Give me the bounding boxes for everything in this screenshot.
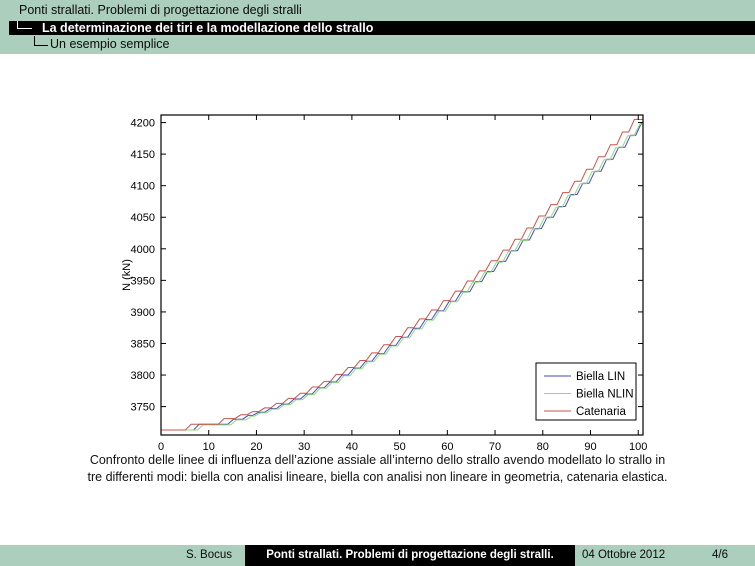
footer-page-number: 4/6 <box>712 549 728 561</box>
x-tick-label: 100 <box>629 441 647 453</box>
x-tick-label: 30 <box>298 441 310 453</box>
y-tick-label: 4000 <box>131 244 155 256</box>
x-tick-label: 40 <box>346 441 358 453</box>
y-tick-label: 4150 <box>131 149 155 161</box>
nav-level2-current[interactable]: La determinazione dei tiri e la modellaz… <box>9 21 755 35</box>
nav-level3-label: Un esempio semplice <box>50 37 170 51</box>
y-tick-label: 4200 <box>131 118 155 130</box>
footline: S. Bocus Ponti strallati. Problemi di pr… <box>0 545 755 566</box>
nav-level3-subsection[interactable]: Un esempio semplice <box>0 35 755 54</box>
footer-author: S. Bocus <box>0 545 245 566</box>
caption-line-2: tre differenti modi: biella con analisi … <box>87 469 668 484</box>
nav-level1-section[interactable]: Ponti strallati. Problemi di progettazio… <box>0 0 755 21</box>
series-biella-nlin <box>161 124 643 431</box>
influence-line-chart: 0 10 20 30 40 50 60 70 80 90 100 3750 3800 3850 3900 39… <box>120 95 660 455</box>
y-tick-label: 3900 <box>131 307 155 319</box>
chart-svg: 0 10 20 30 40 50 60 70 80 90 100375038003850390039… <box>121 114 647 453</box>
nav-level2-label: La determinazione dei tiri e la modellaz… <box>42 21 374 35</box>
x-tick-label: 0 <box>158 441 164 453</box>
x-tick-label: 70 <box>489 441 501 453</box>
y-tick-label: 3850 <box>131 338 155 350</box>
footer-short-title: Ponti strallati. Problemi di progettazio… <box>245 545 575 566</box>
footer-date: 04 Ottobre 2012 <box>582 549 666 561</box>
series-biella-lin <box>161 122 643 431</box>
x-tick-label: 80 <box>537 441 549 453</box>
nav-level2-wrap: La determinazione dei tiri e la modellaz… <box>0 21 755 35</box>
tree-elbow-icon <box>34 36 48 46</box>
axes-box <box>160 114 644 436</box>
y-tick-label: 3800 <box>131 370 155 382</box>
x-tick-label: 90 <box>584 441 596 453</box>
y-tick-label: 4100 <box>131 181 155 193</box>
series-catenaria <box>161 118 643 431</box>
x-tick-label: 10 <box>203 441 215 453</box>
x-tick-label: 50 <box>393 441 405 453</box>
y-axis-label: N (kN) <box>121 259 133 291</box>
tree-elbow-icon <box>17 21 32 29</box>
y-tick-label: 4050 <box>131 212 155 224</box>
footer-right: 04 Ottobre 2012 4/6 <box>575 545 755 566</box>
legend-label: Biella LIN <box>576 371 625 383</box>
x-tick-label: 60 <box>441 441 453 453</box>
y-tick-label: 3950 <box>131 275 155 287</box>
nav-level1-label: Ponti strallati. Problemi di progettazio… <box>19 3 302 17</box>
y-tick-label: 3750 <box>131 402 155 414</box>
legend-label: Catenaria <box>576 406 626 418</box>
figure-caption: Confronto delle linee di influenza dell’… <box>42 452 713 485</box>
legend-label: Biella NLIN <box>576 389 634 401</box>
headline-nav: Ponti strallati. Problemi di progettazio… <box>0 0 755 54</box>
caption-line-1: Confronto delle linee di influenza dell’… <box>89 453 666 467</box>
x-tick-label: 20 <box>250 441 262 453</box>
